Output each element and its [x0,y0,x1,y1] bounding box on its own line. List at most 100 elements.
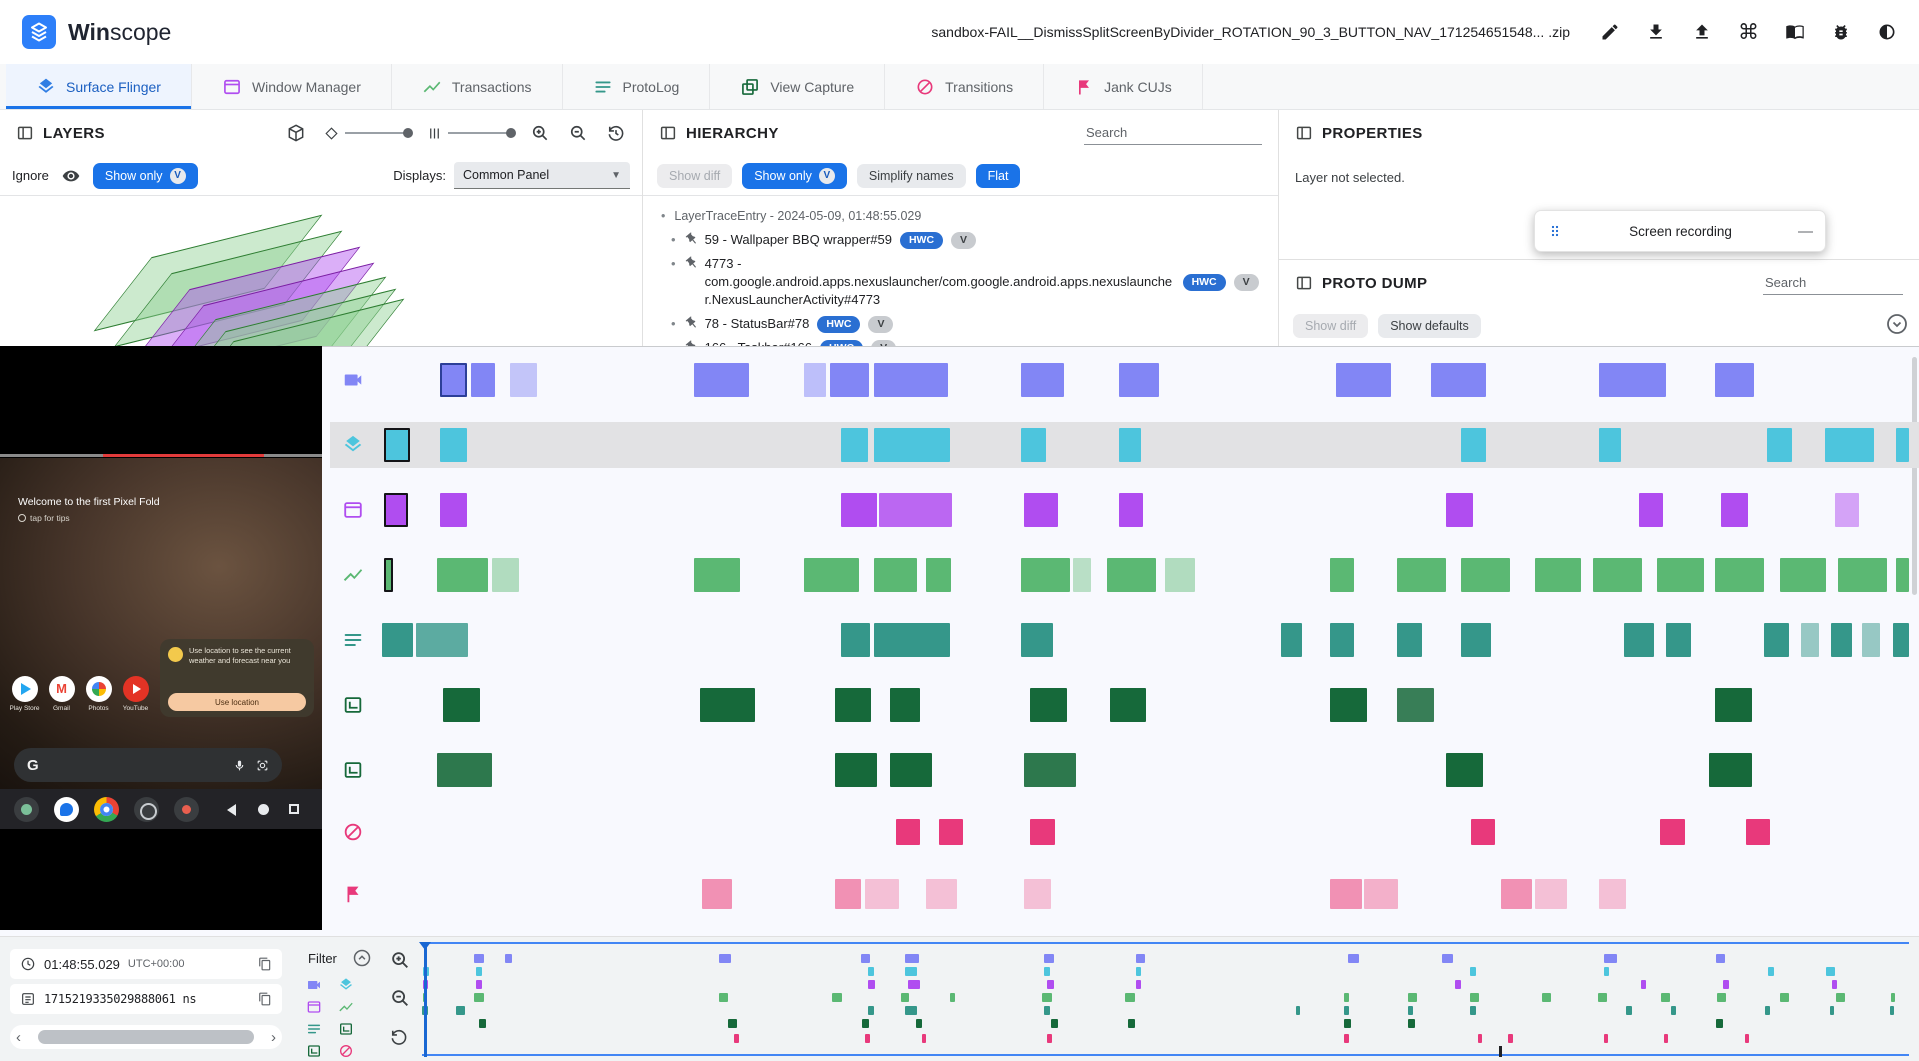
zoom-in-icon[interactable] [530,123,550,143]
trace-entry-block[interactable] [804,363,827,397]
trace-entry-block[interactable] [1599,879,1626,909]
trace-entry-block[interactable] [1895,558,1910,592]
trace-entry-block[interactable] [1709,753,1752,787]
timeline-horizontal-scrollbar[interactable]: ‹ › [10,1025,282,1049]
trace-entry-block[interactable] [938,819,963,845]
tab-surface-flinger[interactable]: Surface Flinger [6,64,192,109]
trace-entry-block[interactable] [1109,688,1147,722]
trace-entry-block[interactable] [1397,688,1434,722]
timeline-cursor[interactable] [419,942,432,1057]
tab-transitions[interactable]: Transitions [885,64,1045,109]
filter-window-icon[interactable] [306,999,326,1015]
scroll-right-icon[interactable]: › [271,1028,276,1046]
shortcuts-icon[interactable]: ⌘ [1738,20,1759,44]
trace-entry-block[interactable] [1030,819,1055,845]
simplify-names-button[interactable]: Simplify names [856,163,966,188]
trace-entry-block[interactable] [1638,493,1664,527]
upload-icon[interactable] [1692,22,1712,42]
trace-entry-block[interactable] [1779,558,1826,592]
zoom-out-icon[interactable] [389,987,411,1009]
screen-recording-window[interactable]: Screen recording — [1534,210,1826,252]
trace-entry-block[interactable] [1599,428,1622,462]
trace-entry-block[interactable] [1534,558,1582,592]
trace-entry-block[interactable] [834,753,878,787]
cube-3d-icon[interactable] [286,123,306,143]
trace-entry-block[interactable] [1024,753,1076,787]
minimize-icon[interactable]: — [1798,222,1813,240]
trace-entry-block[interactable] [1599,363,1667,397]
trace-entry-block[interactable] [1281,623,1302,657]
zoom-in-icon[interactable] [389,949,411,971]
trace-entry-block[interactable] [1592,558,1642,592]
copy-time-icon[interactable] [258,957,272,971]
trace-entry-block[interactable] [1862,623,1881,657]
show-defaults-button[interactable]: Show defaults [1378,314,1481,338]
trace-entry-block[interactable] [1336,363,1392,397]
trace-entry-block[interactable] [1660,819,1685,845]
trace-entry-block[interactable] [383,428,411,462]
trace-entry-block[interactable] [440,493,467,527]
trace-entry-block[interactable] [874,428,951,462]
trace-entry-block[interactable] [829,363,870,397]
trace-entry-block[interactable] [926,558,951,592]
trace-entry-block[interactable] [693,558,741,592]
trace-entry-block[interactable] [1446,753,1483,787]
flat-button[interactable]: Flat [975,163,1021,188]
trace-entry-block[interactable] [1767,428,1792,462]
trace-entry-block[interactable] [1430,363,1486,397]
trace-entry-block[interactable] [1834,493,1859,527]
trace-entry-block[interactable] [1715,688,1752,722]
trace-entry-block[interactable] [1892,623,1910,657]
trace-entry-block[interactable] [383,558,394,592]
trace-entry-block[interactable] [492,558,519,592]
trace-entry-block[interactable] [1024,879,1052,909]
view-capture-icon[interactable] [340,694,366,716]
trace-entry-block[interactable] [1021,363,1064,397]
trace-entry-block[interactable] [1745,819,1771,845]
trace-entry-block[interactable] [1024,493,1059,527]
trace-entry-block[interactable] [1329,623,1355,657]
trace-entry-block[interactable] [382,623,413,657]
trace-entry-block[interactable] [1073,558,1092,592]
trace-entry-block[interactable] [1118,493,1144,527]
transitions-icon[interactable] [340,821,366,843]
trace-entry-block[interactable] [1329,558,1355,592]
trace-entry-block[interactable] [1106,558,1156,592]
filter-chart-icon[interactable] [338,999,358,1015]
trace-entry-block[interactable] [865,879,900,909]
download-icon[interactable] [1646,22,1666,42]
proto-dump-search-input[interactable] [1763,271,1903,295]
jank-cujs-icon[interactable] [340,883,366,905]
reset-view-icon[interactable] [606,123,626,143]
trace-entry-block[interactable] [1461,623,1491,657]
trace-entry-block[interactable] [1721,493,1749,527]
tab-view-capture[interactable]: View Capture [710,64,886,109]
tracks-vertical-scrollbar[interactable] [1912,357,1917,595]
show-diff-button[interactable]: Show diff [1293,314,1369,338]
trace-entry-block[interactable] [1118,363,1160,397]
tree-item[interactable]: • 4773 - com.google.android.apps.nexusla… [659,252,1262,312]
ignore-label[interactable]: Ignore [12,168,49,183]
filter-list-icon[interactable] [306,1021,326,1037]
trace-entry-block[interactable] [693,363,749,397]
trace-entry-block[interactable] [443,688,480,722]
trace-entry-block[interactable] [437,753,493,787]
trace-entry-block[interactable] [1825,428,1875,462]
trace-entry-block[interactable] [1831,623,1853,657]
trace-entry-block[interactable] [416,623,468,657]
tree-item[interactable]: • 78 - StatusBar#78 HWC V [659,312,1262,336]
rotation-slider[interactable] [324,126,413,141]
tab-window-manager[interactable]: Window Manager [192,64,392,109]
documentation-icon[interactable] [1785,22,1805,42]
trace-entry-block[interactable] [1329,879,1362,909]
trace-entry-block[interactable] [1461,558,1511,592]
trace-entry-block[interactable] [1764,623,1789,657]
tab-protolog[interactable]: ProtoLog [563,64,711,109]
trace-entry-block[interactable] [1446,493,1474,527]
show-diff-button[interactable]: Show diff [657,163,733,188]
edit-icon[interactable] [1600,22,1620,42]
bug-report-icon[interactable] [1831,22,1851,42]
trace-entry-block[interactable] [1461,428,1486,462]
layers-3d-view[interactable] [0,196,642,346]
filter-layers-icon[interactable] [338,977,358,993]
